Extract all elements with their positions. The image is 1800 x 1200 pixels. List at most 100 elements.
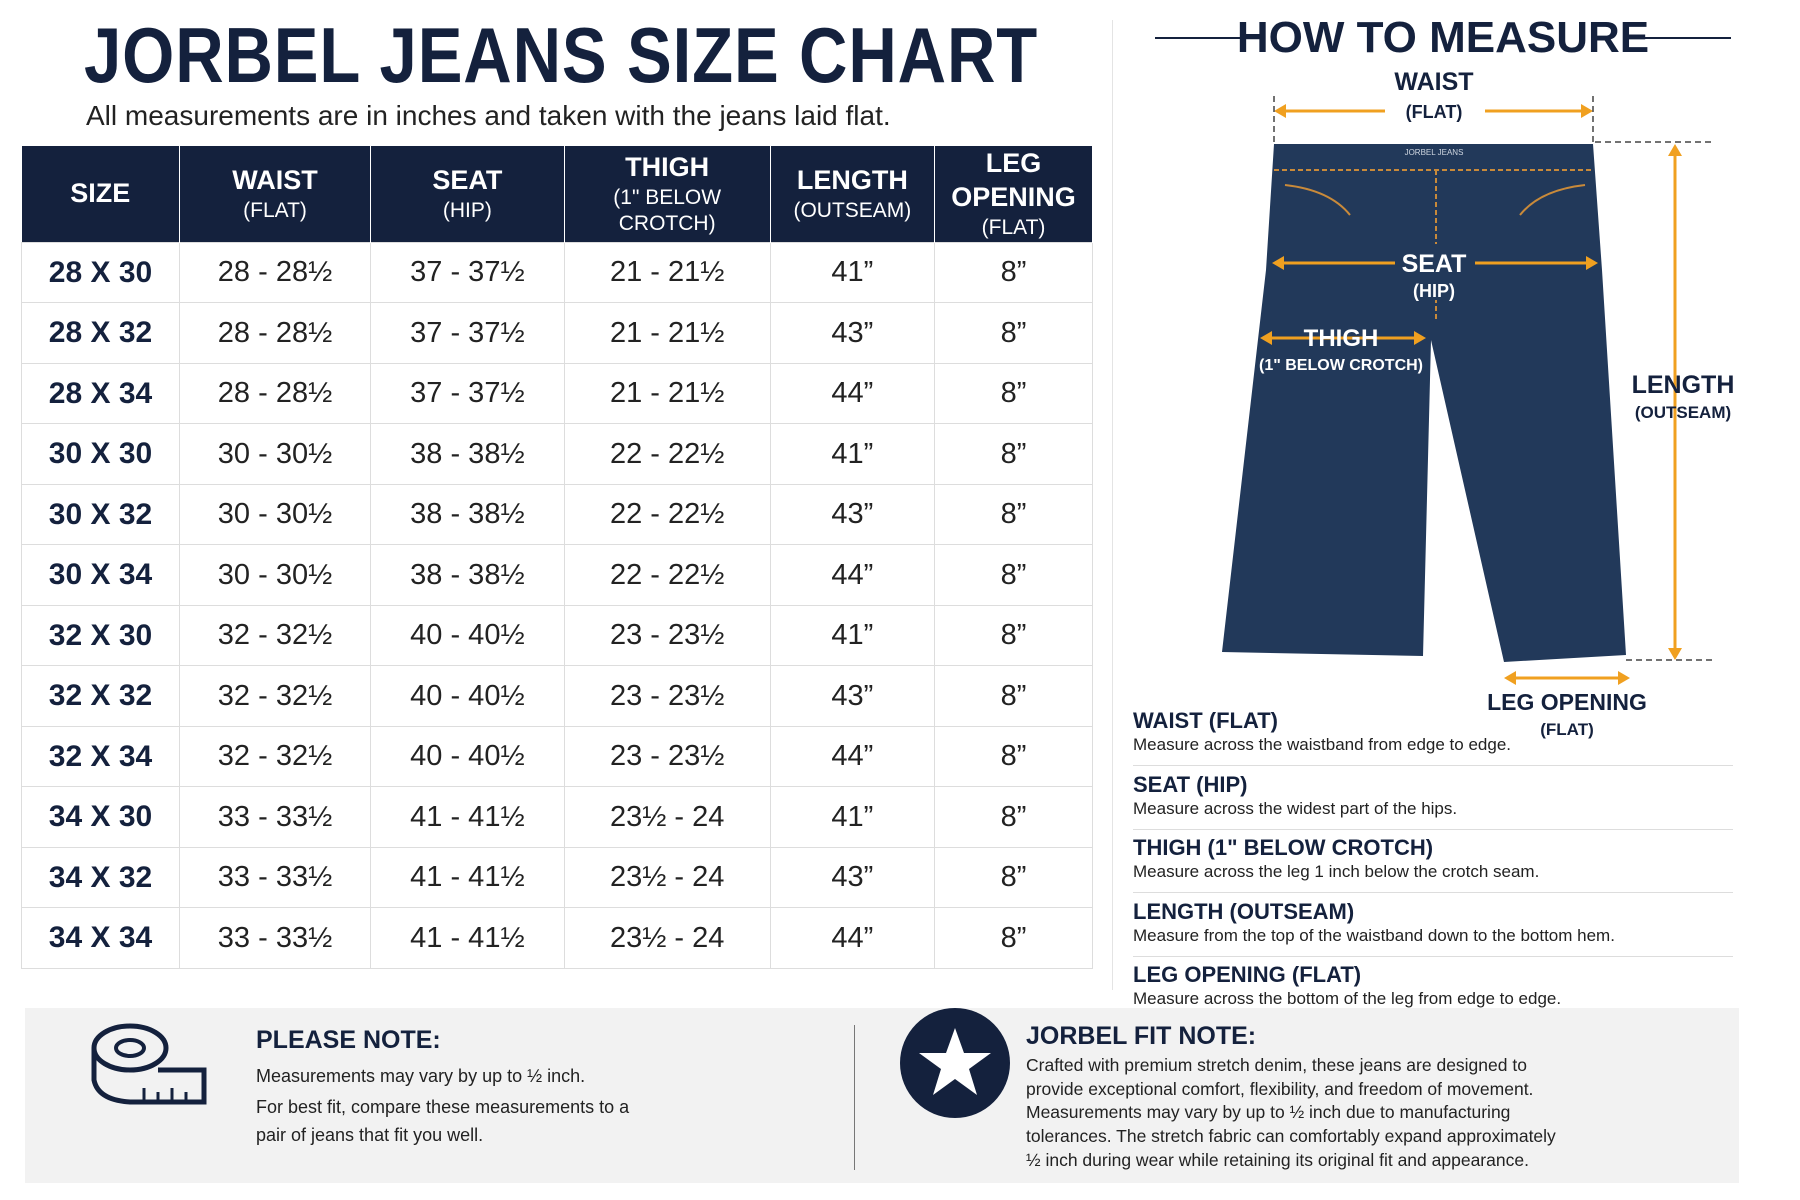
subtitle: All measurements are in inches and taken… [86,100,891,131]
item-text: Measure across the waistband from edge t… [1133,735,1511,754]
note-line: tolerances. The stretch fabric can comfo… [1026,1126,1556,1146]
cell: 41 - 41½ [370,786,565,848]
cell: 38 - 38½ [370,483,565,546]
notes-box [25,1008,1739,1183]
separator [1133,765,1733,766]
cell: 33 - 33½ [178,907,372,969]
header-row: SIZE WAIST (FLAT) SEAT (HIP) THIGH (1" BELOW C… [21,146,1093,243]
label: (HIP) [1413,281,1455,301]
header-sub: (FLAT) [243,198,307,222]
cell: 33 - 33½ [178,846,372,909]
cell: 8” [934,786,1093,848]
cell: 30 - 30½ [178,423,372,485]
cell: 41 - 41½ [370,907,565,969]
cell: 23½ - 24 [563,907,771,969]
item-title: LENGTH (OUTSEAM) [1133,898,1355,924]
stitch [1284,184,1586,216]
cell: 8” [934,604,1093,667]
cell: 44” [769,544,936,606]
cell: 8” [934,725,1093,788]
table-row: 32 X 34 32 - 32½ 40 - 40½ 23 - 23½ 44” 8” [21,725,1093,788]
brand: JORBEL JEANS [1405,148,1464,157]
table-row: 34 X 32 33 - 33½ 41 - 41½ 23½ - 24 43” 8” [21,846,1093,909]
table-row: 34 X 34 33 - 33½ 41 - 41½ 23½ - 24 44” 8” [21,907,1093,969]
table-row: 32 X 32 32 - 32½ 40 - 40½ 23 - 23½ 43” 8” [21,665,1093,727]
cell: 40 - 40½ [370,604,565,667]
cell: 32 - 32½ [178,665,372,727]
header-sub: (HIP) [442,198,492,222]
cell: 30 - 30½ [178,544,372,606]
cell: 23½ - 24 [563,786,771,848]
cell: 21 - 21½ [563,302,771,364]
size-cell: 32 X 34 [21,725,180,788]
table-row: 30 X 30 30 - 30½ 38 - 38½ 22 - 22½ 41” 8” [21,423,1093,485]
cell: 22 - 22½ [563,544,771,606]
item-text: Measure across the widest part of the hi… [1133,798,1458,818]
cell: 8” [934,362,1093,425]
table-row: 34 X 30 33 - 33½ 41 - 41½ 23½ - 24 41” 8” [21,786,1093,848]
cell: 8” [934,483,1093,546]
cell: 37 - 37½ [370,241,565,304]
cell: 30 - 30½ [178,483,372,546]
header-sub: (FLAT) [981,215,1046,239]
size-cell: 28 X 34 [21,362,180,425]
size-cell: 30 X 32 [21,483,180,546]
cell: 22 - 22½ [563,423,771,485]
label: (FLAT) [1540,720,1594,739]
note-line: For best fit, compare these measurements… [256,1097,630,1117]
label: WAIST [1394,68,1473,96]
cell: 41” [769,604,936,667]
note-line: pair of jeans that fit you well. [256,1125,484,1145]
header-main: LEG OPENING [951,148,1076,212]
label: LEG OPENING [1487,689,1647,715]
label: (OUTSEAM) [1635,403,1731,422]
column-header: WAIST (FLAT) [179,146,372,243]
column-header: THIGH (1" BELOW CROTCH) [564,146,771,243]
cell: 32 - 32½ [178,725,372,788]
label: THIGH [1304,325,1379,352]
diagram-labels: WAIST (FLAT) SEAT (HIP) THIGH (1" BELOW … [1259,68,1734,739]
header-sub: (OUTSEAM) [793,198,912,222]
separator [1133,892,1733,893]
cell: 23 - 23½ [563,665,771,727]
cell: 8” [934,544,1093,606]
cell: 43” [769,665,936,727]
page-title: JORBEL JEANS SIZE CHART [84,11,1039,99]
cell: 43” [769,302,936,364]
header-main: LENGTH [796,164,908,195]
label: LENGTH [1632,371,1735,399]
table-row: 30 X 32 30 - 30½ 38 - 38½ 22 - 22½ 43” 8” [21,483,1093,546]
item-title: LEG OPENING (FLAT) [1133,962,1362,987]
note-line: Measurements may vary by up to ½ inch. [256,1066,586,1086]
label-bg [1385,70,1485,130]
item-title: WAIST (FLAT) [1133,708,1278,733]
cell: 8” [934,665,1093,727]
size-cell: 34 X 32 [21,846,180,909]
cell: 22 - 22½ [563,483,771,546]
divider [1112,20,1113,990]
header-main: WAIST [232,164,318,195]
tape-icon [91,1023,207,1105]
note-line: provide exceptional comfort, flexibility… [1026,1079,1534,1099]
cell: 23 - 23½ [563,725,771,788]
cell: 28 - 28½ [178,302,372,364]
measure-title: HOW TO MEASURE [1237,13,1649,62]
cell: 28 - 28½ [178,362,372,425]
note-line: ½ inch during wear while retaining its o… [1026,1150,1529,1170]
cell: 43” [769,483,936,546]
cell: 8” [934,907,1093,969]
cell: 28 - 28½ [178,241,372,304]
cell: 21 - 21½ [563,241,771,304]
cell: 8” [934,302,1093,364]
column-header: SIZE [21,146,180,243]
jeans [1222,144,1626,662]
cell: 37 - 37½ [370,302,565,364]
divider [854,1025,855,1170]
table-row: 28 X 34 28 - 28½ 37 - 37½ 21 - 21½ 44” 8” [21,362,1093,425]
item-title: SEAT (HIP) [1133,771,1248,797]
column-header: LENGTH (OUTSEAM) [770,146,936,243]
size-cell: 30 X 34 [21,544,180,606]
cell: 8” [934,423,1093,485]
table-row: 32 X 30 32 - 32½ 40 - 40½ 23 - 23½ 41” 8” [21,604,1093,667]
